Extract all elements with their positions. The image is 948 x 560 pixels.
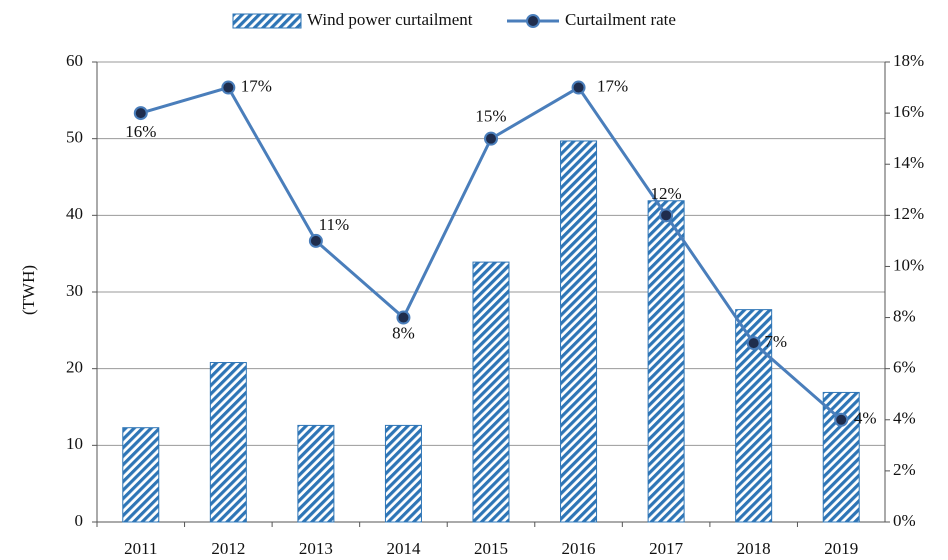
x-tick-label: 2018 bbox=[737, 539, 771, 558]
legend-label: Curtailment rate bbox=[565, 10, 676, 29]
bar bbox=[472, 261, 510, 523]
marker bbox=[571, 80, 586, 95]
y-tick-label: 0 bbox=[75, 511, 84, 530]
y2-tick-label: 12% bbox=[893, 204, 924, 223]
y-tick-label: 50 bbox=[66, 128, 83, 147]
y2-tick-label: 6% bbox=[893, 358, 916, 377]
data-label: 16% bbox=[125, 122, 156, 141]
x-tick-label: 2011 bbox=[124, 539, 157, 558]
bar bbox=[122, 427, 160, 523]
data-label: 4% bbox=[854, 409, 877, 428]
y2-tick-label: 4% bbox=[893, 409, 916, 428]
y-tick-label: 40 bbox=[66, 204, 83, 223]
y2-tick-label: 10% bbox=[893, 255, 924, 274]
bar bbox=[384, 424, 422, 523]
y2-tick-label: 2% bbox=[893, 460, 916, 479]
marker bbox=[308, 233, 323, 248]
x-tick-label: 2014 bbox=[386, 539, 421, 558]
y-tick-label: 60 bbox=[66, 51, 83, 70]
marker bbox=[484, 131, 498, 146]
bar bbox=[560, 140, 598, 523]
data-label: 12% bbox=[651, 184, 682, 203]
y2-tick-label: 14% bbox=[893, 153, 924, 172]
bar bbox=[297, 424, 335, 523]
legend-label: Wind power curtailment bbox=[307, 10, 473, 29]
legend-swatch bbox=[232, 13, 302, 29]
y-tick-label: 10 bbox=[66, 434, 83, 453]
marker bbox=[834, 412, 849, 427]
bar bbox=[647, 200, 685, 523]
x-tick-label: 2012 bbox=[211, 539, 245, 558]
x-tick-label: 2015 bbox=[474, 539, 508, 558]
y-tick-label: 30 bbox=[66, 281, 83, 300]
marker bbox=[396, 310, 411, 325]
data-label: 8% bbox=[392, 323, 415, 342]
y2-tick-label: 18% bbox=[893, 51, 924, 70]
y2-tick-label: 8% bbox=[893, 306, 916, 325]
data-label: 15% bbox=[475, 107, 506, 126]
y-tick-label: 20 bbox=[66, 358, 83, 377]
x-tick-label: 2017 bbox=[649, 539, 684, 558]
x-tick-label: 2019 bbox=[824, 539, 858, 558]
y2-tick-label: 16% bbox=[893, 102, 924, 121]
marker bbox=[221, 80, 236, 95]
data-label: 17% bbox=[597, 76, 628, 95]
x-tick-label: 2016 bbox=[562, 539, 596, 558]
data-label: 17% bbox=[241, 76, 272, 95]
data-label: 11% bbox=[319, 215, 350, 234]
y2-tick-label: 0% bbox=[893, 511, 916, 530]
marker bbox=[659, 208, 674, 223]
bar bbox=[209, 362, 247, 523]
x-tick-label: 2013 bbox=[299, 539, 333, 558]
data-label: 7% bbox=[764, 332, 787, 351]
marker bbox=[746, 336, 761, 351]
marker bbox=[133, 106, 148, 121]
legend-marker bbox=[526, 14, 540, 28]
y-axis-label: (TWH) bbox=[19, 265, 38, 315]
